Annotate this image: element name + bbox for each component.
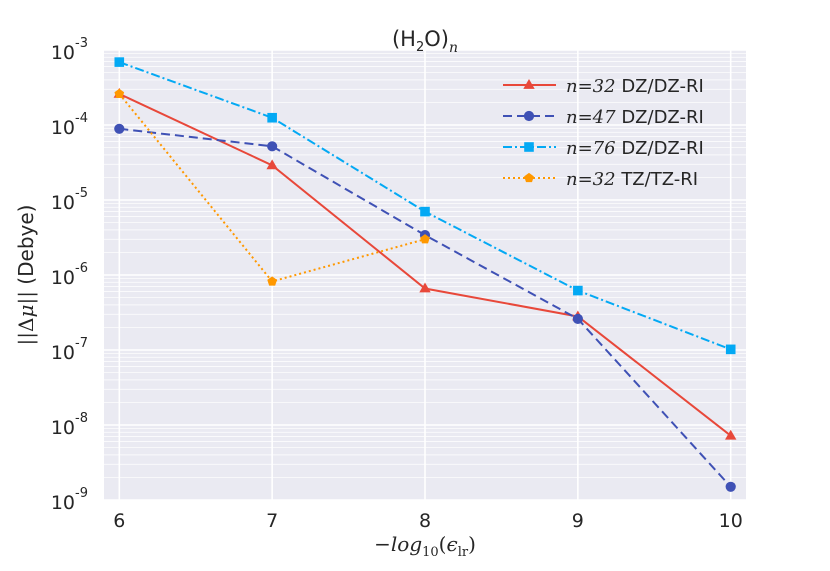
grid <box>104 49 746 501</box>
data-point <box>419 282 431 293</box>
data-point <box>573 285 583 296</box>
data-point <box>420 234 430 244</box>
y-tick-label: 10-4 <box>51 111 88 139</box>
y-tick-label: 10-7 <box>51 336 88 364</box>
tick-layer: 6 7 8 9 10 10-9 10-8 10-7 10-6 10-5 10-4 10-3 <box>51 36 743 532</box>
legend-label: n=32 TZ/TZ-RI <box>566 169 698 190</box>
legend-label: n=76 DZ/DZ-RI <box>566 138 704 159</box>
legend: n=32 DZ/DZ-RI n=47 DZ/DZ-RI n=76 DZ/DZ-RI n… <box>503 76 704 190</box>
x-axis-label: −log10(ϵlr) <box>374 532 476 560</box>
y-tick-label: 10-5 <box>51 186 88 214</box>
x-tick-label: 8 <box>419 510 431 532</box>
data-point <box>114 88 125 99</box>
legend-marker <box>524 172 534 183</box>
legend-marker <box>523 110 535 122</box>
y-tick-label: 10-8 <box>51 411 88 439</box>
data-point <box>420 206 430 217</box>
data-point <box>114 123 125 134</box>
y-tick-label: 10-9 <box>51 486 88 514</box>
x-tick-label: 7 <box>266 510 278 532</box>
data-point <box>267 141 278 152</box>
legend-marker <box>523 79 535 89</box>
series-4 <box>114 88 430 286</box>
data-point <box>725 481 736 492</box>
data-point <box>267 276 277 286</box>
x-tick-label: 9 <box>572 510 584 532</box>
legend-label: n=47 DZ/DZ-RI <box>566 107 704 128</box>
data-point <box>725 344 736 355</box>
series-3 <box>114 57 736 355</box>
data-point <box>267 112 277 123</box>
y-tick-label: 10-6 <box>51 261 88 289</box>
legend-label: n=32 DZ/DZ-RI <box>566 76 704 97</box>
x-tick-label: 6 <box>113 510 125 532</box>
data-point <box>266 159 278 170</box>
y-axis-label: ||Δμ|| (Debye) <box>14 205 39 346</box>
legend-marker <box>524 142 534 152</box>
x-tick-label: 10 <box>719 510 743 532</box>
data-point <box>572 313 583 324</box>
data-point <box>725 429 737 440</box>
y-tick-label: 10-3 <box>51 36 88 64</box>
series-layer <box>113 57 737 492</box>
data-point <box>114 57 125 67</box>
